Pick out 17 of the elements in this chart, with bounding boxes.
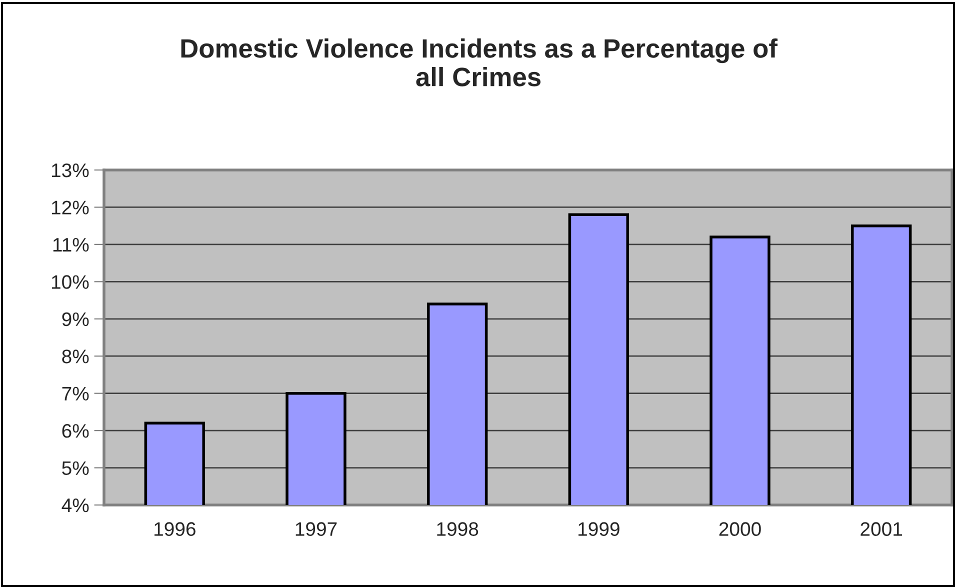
x-tick-label: 1999 — [578, 522, 620, 536]
y-tick-label: 4% — [62, 498, 89, 512]
x-tick-label: 2001 — [860, 522, 902, 536]
x-tick-label: 2000 — [719, 522, 761, 536]
chart-title: Domestic Violence Incidents as a Percentage of all Crimes — [181, 38, 778, 86]
y-tick-label: 6% — [62, 424, 89, 438]
y-tick-label: 11% — [53, 238, 89, 252]
y-tick-label: 5% — [62, 461, 89, 476]
y-tick-label: 8% — [62, 350, 89, 364]
x-tick-label: 1996 — [154, 522, 196, 536]
x-tick-label: 1998 — [437, 522, 478, 536]
y-tick-label: 13% — [52, 163, 89, 178]
y-tick-label: 12% — [52, 200, 89, 214]
y-tick-label: 9% — [62, 312, 89, 326]
x-tick-label: 1997 — [296, 522, 337, 536]
y-tick-label: 10% — [52, 275, 89, 289]
y-tick-label: 7% — [62, 386, 89, 400]
